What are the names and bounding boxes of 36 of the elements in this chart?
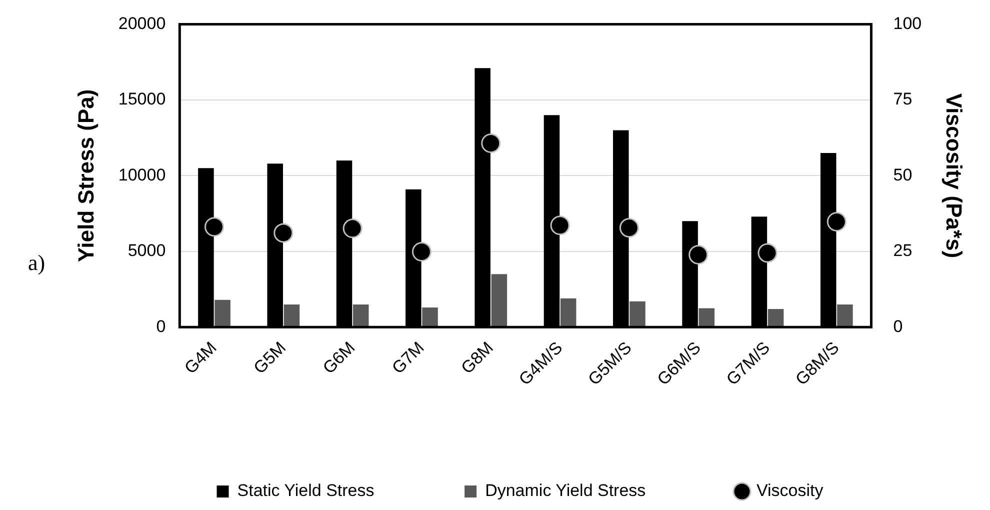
legend-label: Viscosity bbox=[756, 481, 824, 500]
y2-tick-label: 50 bbox=[893, 165, 912, 184]
y-tick-label: 5000 bbox=[128, 241, 166, 260]
y2-axis-title: Viscosity (Pa*s) bbox=[942, 93, 967, 258]
text: a) bbox=[28, 250, 46, 276]
bar bbox=[837, 304, 853, 327]
bar bbox=[491, 274, 508, 327]
y2-tick-label: 75 bbox=[893, 90, 912, 109]
y2-tick-label: 100 bbox=[893, 14, 922, 33]
point bbox=[204, 217, 224, 237]
y-axis-title: Yield Stress (Pa) bbox=[73, 89, 98, 262]
bar bbox=[352, 304, 369, 327]
point bbox=[342, 218, 362, 238]
y-tick-label: 0 bbox=[156, 316, 166, 336]
point bbox=[619, 218, 639, 238]
y-tick-label: 15000 bbox=[118, 90, 166, 109]
point bbox=[550, 216, 570, 236]
bar bbox=[422, 307, 438, 327]
point bbox=[481, 134, 501, 154]
bar bbox=[560, 298, 576, 327]
bar bbox=[214, 300, 230, 327]
bar bbox=[630, 301, 646, 327]
point bbox=[274, 223, 294, 243]
point bbox=[688, 245, 708, 265]
legend-label: Static Yield Stress bbox=[237, 481, 374, 500]
y2-tick-label: 0 bbox=[893, 316, 903, 336]
bar bbox=[698, 308, 715, 327]
point bbox=[826, 212, 846, 232]
legend-label: Dynamic Yield Stress bbox=[485, 481, 646, 500]
bar bbox=[284, 304, 300, 327]
bar bbox=[768, 308, 784, 327]
y-tick-label: 20000 bbox=[118, 14, 166, 33]
y-tick-label: 10000 bbox=[118, 165, 166, 184]
point bbox=[758, 243, 778, 263]
point bbox=[412, 242, 432, 262]
y2-tick-label: 25 bbox=[893, 241, 912, 260]
